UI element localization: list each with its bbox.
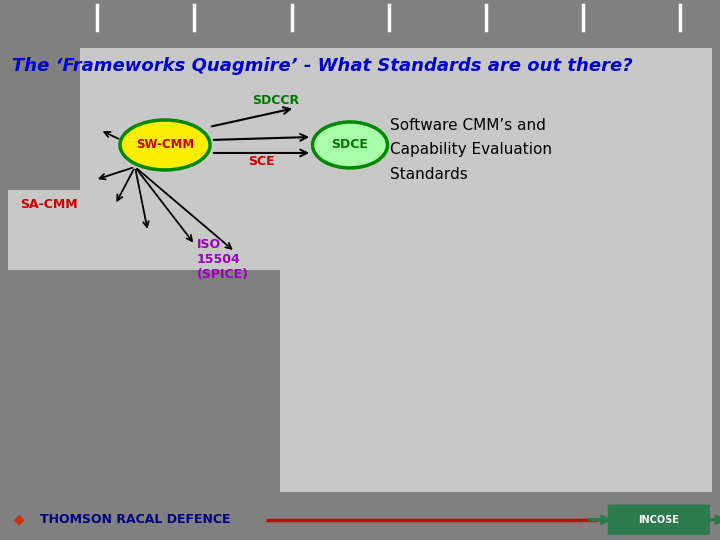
Text: ISO
15504
(SPICE): ISO 15504 (SPICE): [197, 238, 249, 281]
FancyBboxPatch shape: [8, 48, 712, 270]
Text: Software CMM’s and
Capability Evaluation
Standards: Software CMM’s and Capability Evaluation…: [390, 118, 552, 182]
FancyBboxPatch shape: [608, 505, 709, 535]
Text: ◆: ◆: [14, 513, 25, 526]
Text: SA-CMM: SA-CMM: [20, 198, 78, 211]
Text: SDCCR: SDCCR: [252, 93, 299, 106]
Text: SDCE: SDCE: [332, 138, 369, 151]
FancyBboxPatch shape: [280, 270, 712, 491]
FancyBboxPatch shape: [8, 48, 80, 190]
Text: INCOSE: INCOSE: [639, 515, 679, 525]
Text: The ‘Frameworks Quagmire’ - What Standards are out there?: The ‘Frameworks Quagmire’ - What Standar…: [12, 57, 633, 75]
Text: THOMSON RACAL DEFENCE: THOMSON RACAL DEFENCE: [40, 513, 230, 526]
Text: SW-CMM: SW-CMM: [136, 138, 194, 151]
Ellipse shape: [120, 120, 210, 170]
Ellipse shape: [312, 122, 387, 168]
Text: SCE: SCE: [248, 156, 274, 168]
